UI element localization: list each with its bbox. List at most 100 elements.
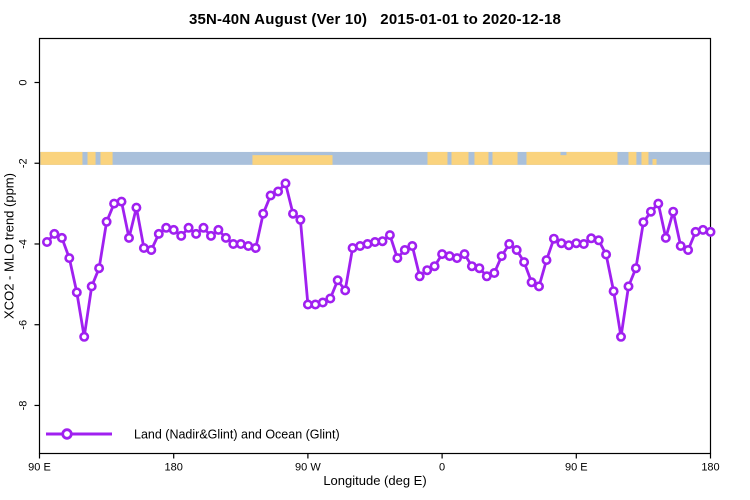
plot-border [38,37,712,455]
chart-title: 35N-40N August (Ver 10) 2015-01-01 to 20… [188,11,562,28]
data-point-marker [332,275,343,286]
data-point-marker [615,331,626,342]
data-point-marker [250,243,261,254]
land-segment [474,151,489,165]
data-point-marker [511,245,522,256]
data-point-marker [608,286,619,297]
data-point-marker [504,239,515,250]
data-point-marker [533,281,544,292]
land-segment [427,151,448,165]
data-point-marker [675,241,686,252]
data-point-marker [422,265,433,276]
x-axis-label: Longitude (deg E) [323,473,427,488]
data-point-marker [258,208,269,219]
data-point-marker [638,217,649,228]
x-tick-label: 180 [701,462,719,474]
ocean-sliver [560,151,567,156]
land-segment [451,151,469,165]
legend-label: Land (Nadir&Glint) and Ocean (Glint) [134,428,340,442]
land-segment [492,151,518,165]
data-point-marker [668,206,679,217]
x-tick-label: 180 [165,462,183,474]
data-point-marker [377,236,388,247]
data-point-marker [131,202,142,213]
data-point-marker [601,249,612,260]
x-tick-label: 90 E [28,462,51,474]
data-point-marker [176,230,187,241]
data-point-marker [548,233,559,244]
land-segment [40,151,83,165]
data-point-marker [459,249,470,260]
land-segment [641,151,649,165]
data-point-marker [273,186,284,197]
land-segment [252,151,333,165]
data-series [41,178,716,342]
land-sliver [652,159,657,165]
x-tick-label: 90 E [565,462,588,474]
data-point-marker [146,245,157,256]
data-point-marker [49,228,60,239]
data-point-marker [206,230,217,241]
trend-line [45,181,712,339]
y-tick-label: -2 [18,158,30,168]
data-point-marker [392,253,403,264]
land-segment [87,151,96,165]
data-point-marker [578,239,589,250]
legend-marker-icon [61,428,73,440]
data-point-marker [384,230,395,241]
data-point-marker [198,222,209,233]
data-point-marker [79,331,90,342]
data-point-marker [451,253,462,264]
axis-ticks: 90 E 180 90 W 0 90 E 180 0 -2 -4 -6 -8 [18,79,720,473]
y-tick-label: -8 [18,401,30,411]
data-point-marker [705,226,716,237]
data-point-marker [429,261,440,272]
land-segment [100,151,113,165]
data-point-marker [183,222,194,233]
data-point-marker [519,257,530,268]
data-point-marker [101,216,112,227]
data-point-marker [220,232,231,243]
data-point-marker [623,281,634,292]
land-segment [628,151,637,165]
data-point-marker [153,228,164,239]
data-point-marker [474,263,485,274]
data-point-marker [630,263,641,274]
data-point-marker [340,285,351,296]
data-point-marker [265,190,276,201]
y-tick-label: -6 [18,320,30,330]
data-point-marker [683,245,694,256]
data-point-marker [191,228,202,239]
data-point-marker [541,255,552,266]
y-tick-label: 0 [18,79,30,85]
data-point-marker [56,232,67,243]
data-point-marker [489,267,500,278]
data-point-marker [399,245,410,256]
data-point-marker [168,224,179,235]
world-map-band [40,151,711,165]
data-point-marker [287,208,298,219]
data-point-marker [295,214,306,225]
data-point-marker [71,287,82,298]
data-point-marker [645,206,656,217]
data-point-marker [325,293,336,304]
data-point-marker [660,232,671,243]
ocean-sliver [252,151,333,156]
data-point-marker [414,271,425,282]
legend: Land (Nadir&Glint) and Ocean (Glint) [46,428,340,442]
data-point-marker [94,263,105,274]
data-point-marker [116,196,127,207]
x-tick-label: 0 [439,462,445,474]
data-point-marker [280,178,291,189]
land-segment [526,151,618,165]
data-point-marker [64,253,75,264]
y-tick-label: -4 [18,239,30,249]
data-point-marker [496,251,507,262]
data-point-marker [593,235,604,246]
data-point-marker [41,237,52,248]
data-point-marker [481,271,492,282]
data-point-marker [407,241,418,252]
data-point-marker [124,232,135,243]
